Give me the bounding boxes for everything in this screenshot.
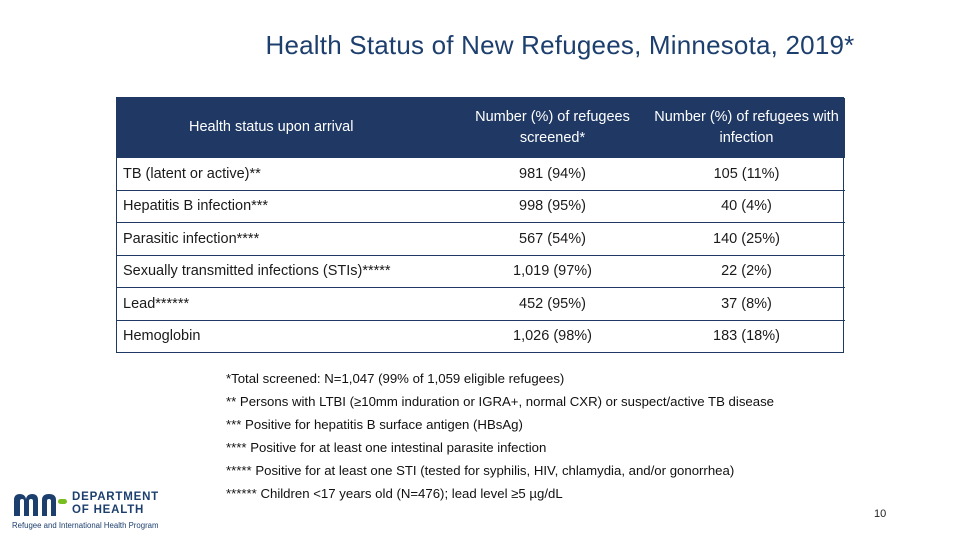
header-refugees-screened: Number (%) of refugees screened*	[457, 98, 648, 158]
row-screened: 1,026 (98%)	[457, 319, 648, 352]
row-status: Hepatitis B infection***	[117, 189, 457, 223]
row-infection: 40 (4%)	[648, 189, 845, 223]
health-status-table: Health status upon arrival Number (%) of…	[116, 97, 845, 353]
table-row: Parasitic infection**** 567 (54%) 140 (2…	[117, 222, 845, 255]
footnote: ***** Positive for at least one STI (tes…	[226, 463, 735, 478]
row-status: Sexually transmitted infections (STIs)**…	[117, 254, 457, 288]
page-number: 10	[874, 508, 887, 520]
table-row: Lead****** 452 (95%) 37 (8%)	[117, 287, 845, 320]
row-screened: 998 (95%)	[457, 189, 648, 223]
footnote: **** Positive for at least one intestina…	[226, 440, 547, 455]
table-row: Hemoglobin 1,026 (98%) 183 (18%)	[117, 319, 845, 352]
row-status: Lead******	[117, 287, 457, 320]
table-row: Sexually transmitted infections (STIs)**…	[117, 254, 845, 288]
row-screened: 1,019 (97%)	[457, 254, 648, 288]
header-refugees-infection: Number (%) of refugees with infection	[648, 98, 845, 158]
logo-subtitle: Refugee and International Health Program	[12, 521, 159, 530]
row-status: TB (latent or active)**	[117, 157, 457, 190]
footnote: ** Persons with LTBI (≥10mm induration o…	[226, 394, 775, 409]
row-status: Parasitic infection****	[117, 222, 457, 255]
logo-line-department: DEPARTMENT	[72, 491, 160, 503]
mn-department-of-health-logo: DEPARTMENT OF HEALTH Refugee and Interna…	[12, 490, 172, 532]
row-infection: 183 (18%)	[648, 319, 845, 352]
row-infection: 22 (2%)	[648, 254, 845, 288]
row-infection: 105 (11%)	[648, 157, 845, 190]
table-row: TB (latent or active)** 981 (94%) 105 (1…	[117, 157, 845, 190]
row-screened: 452 (95%)	[457, 287, 648, 320]
footnote: *** Positive for hepatitis B surface ant…	[226, 417, 523, 432]
footnotes: *Total screened: N=1,047 (99% of 1,059 e…	[226, 367, 774, 505]
page-title: Health Status of New Refugees, Minnesota…	[265, 30, 855, 60]
row-infection: 140 (25%)	[648, 222, 845, 255]
mn-logo-icon	[14, 494, 67, 516]
row-screened: 567 (54%)	[457, 222, 648, 255]
footnote: ****** Children <17 years old (N=476); l…	[226, 486, 563, 501]
row-status: Hemoglobin	[117, 319, 457, 352]
row-screened: 981 (94%)	[457, 157, 648, 190]
table-header-row: Health status upon arrival Number (%) of…	[117, 98, 845, 158]
table-row: Hepatitis B infection*** 998 (95%) 40 (4…	[117, 189, 845, 223]
row-infection: 37 (8%)	[648, 287, 845, 320]
logo-line-of-health: OF HEALTH	[72, 503, 145, 516]
footnote: *Total screened: N=1,047 (99% of 1,059 e…	[226, 371, 565, 386]
header-health-status: Health status upon arrival	[117, 98, 457, 158]
